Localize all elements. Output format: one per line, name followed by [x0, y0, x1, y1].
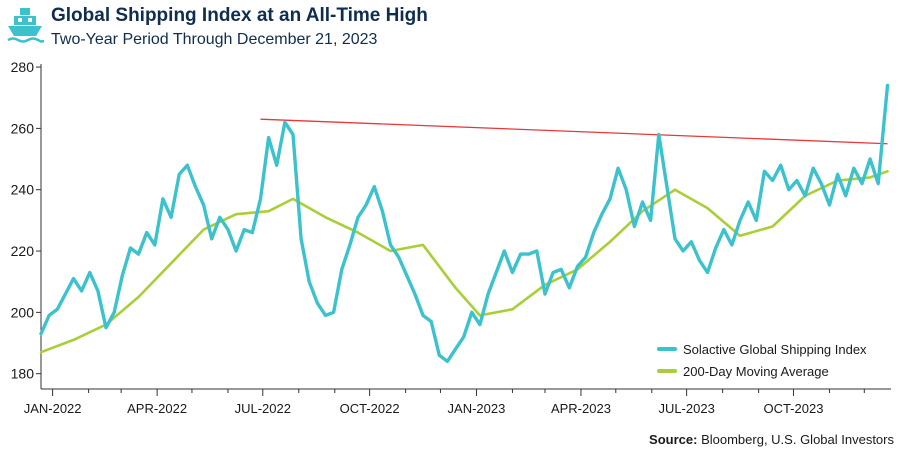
- y-tick-label: 220: [11, 243, 35, 259]
- source-label: Source:: [649, 432, 698, 447]
- series-line-shipping-index: [39, 83, 890, 364]
- y-tick-label: 260: [11, 120, 35, 136]
- x-tick-label: APR-2022: [127, 401, 187, 416]
- y-tick-label: 180: [11, 366, 35, 382]
- chart-title: Global Shipping Index at an All-Time Hig…: [51, 5, 428, 26]
- x-tick-label: JAN-2023: [448, 401, 506, 416]
- y-tick-label: 240: [11, 182, 35, 198]
- series-line-moving-average: [39, 170, 889, 354]
- chart-subtitle: Two-Year Period Through December 21, 202…: [51, 31, 378, 48]
- x-tick-label: JUL-2022: [235, 401, 291, 416]
- x-tick-label: OCT-2023: [763, 401, 823, 416]
- y-tick-label: 280: [11, 59, 35, 75]
- ship-icon: [7, 8, 44, 43]
- legend-label-moving-average: 200-Day Moving Average: [683, 363, 829, 379]
- legend-item-moving-average: 200-Day Moving Average: [657, 360, 867, 382]
- legend-item-index: Solactive Global Shipping Index: [657, 338, 867, 360]
- legend-swatch-index: [657, 347, 677, 351]
- legend: Solactive Global Shipping Index 200-Day …: [657, 338, 867, 382]
- x-tick-label: OCT-2022: [340, 401, 400, 416]
- x-tick-label: APR-2023: [551, 401, 611, 416]
- x-tick-label: JUL-2023: [658, 401, 714, 416]
- legend-swatch-moving-average: [657, 369, 677, 373]
- resistance-trendline: [260, 118, 888, 145]
- source-text: Bloomberg, U.S. Global Investors: [701, 432, 894, 447]
- x-tick-label: JAN-2022: [24, 401, 82, 416]
- y-tick-label: 200: [11, 304, 35, 320]
- legend-label-index: Solactive Global Shipping Index: [683, 341, 867, 357]
- source-note: Source: Bloomberg, U.S. Global Investors: [649, 432, 894, 447]
